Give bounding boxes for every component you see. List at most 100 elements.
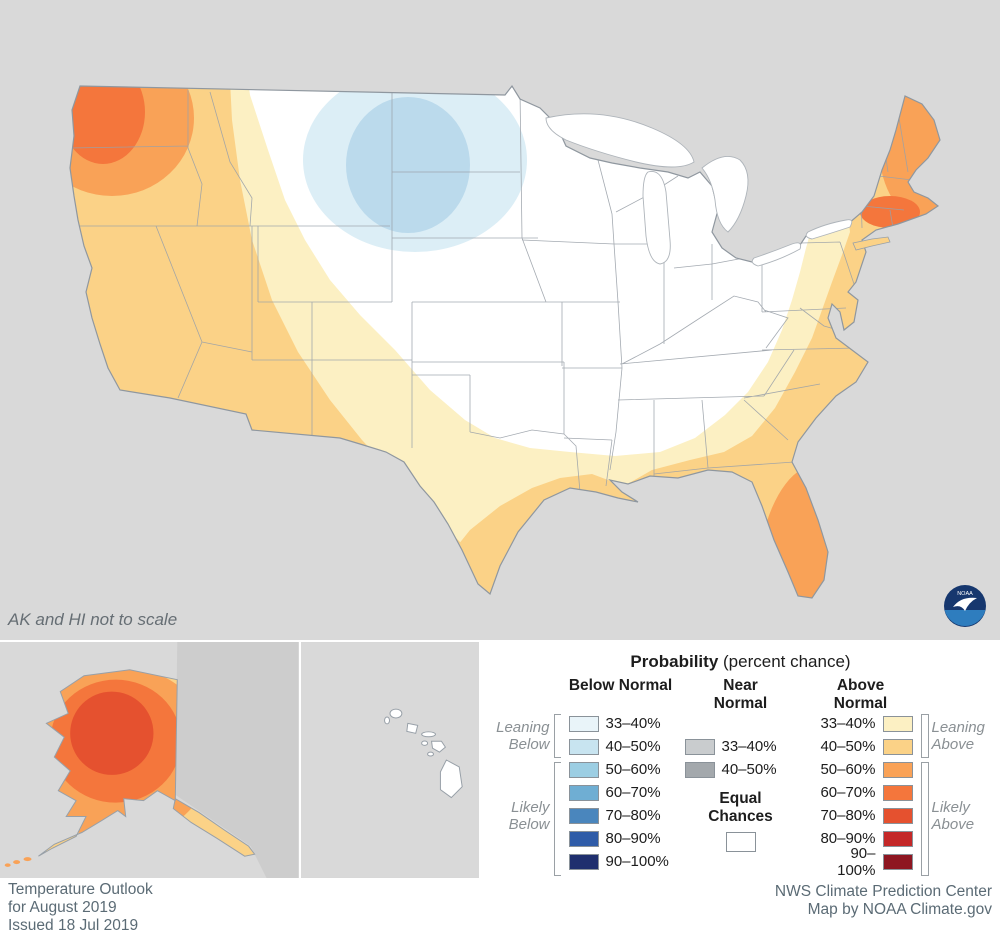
legend-row: 80–90% bbox=[568, 828, 673, 849]
footer-credit-block: NWS Climate Prediction Center Map by NOA… bbox=[775, 883, 992, 919]
probability-legend: Probability (percent chance) Leaning Bel… bbox=[481, 642, 1000, 879]
above-40-50-label: 40–50% bbox=[820, 738, 876, 755]
legend-row: 90–100% bbox=[568, 851, 673, 872]
aleutian-islands bbox=[4, 857, 32, 867]
footer-outlook-line: Temperature Outlook bbox=[8, 881, 153, 898]
above-33-40-swatch bbox=[882, 715, 913, 732]
equal-chances-label: Equal Chances bbox=[708, 790, 773, 825]
above-70-80-label: 70–80% bbox=[820, 807, 876, 824]
below-normal-column: Below Normal 33–40% 40–50% 50–60% 60–70%… bbox=[568, 677, 673, 876]
hawaii-inset-svg bbox=[301, 642, 479, 878]
long-island bbox=[852, 236, 891, 251]
below-70-80-swatch bbox=[568, 807, 599, 824]
footer-agency-line: NWS Climate Prediction Center bbox=[774, 883, 992, 900]
below-side-labels: Leaning Below Likely Below bbox=[490, 713, 550, 876]
near-40-50-label: 40–50% bbox=[721, 761, 777, 778]
alaska-inset-map bbox=[0, 642, 299, 878]
legend-columns: Leaning Below Likely Below Below Normal … bbox=[481, 677, 1000, 879]
equal-chances-swatch bbox=[725, 832, 756, 852]
below-60-70-label: 60–70% bbox=[605, 784, 661, 801]
leaning-below-label: Leaning Below bbox=[496, 719, 550, 753]
footer-source-line: Map by NOAA Climate.gov bbox=[807, 901, 992, 918]
below-brackets bbox=[553, 714, 563, 876]
legend-row: 50–60% bbox=[809, 759, 913, 780]
below-normal-header: Below Normal bbox=[568, 677, 673, 694]
noaa-logo-text: NOAA bbox=[957, 591, 973, 597]
legend-row: 33–40% bbox=[568, 713, 673, 734]
legend-row: 90–100% bbox=[809, 845, 913, 879]
footer-issued-line: Issued 18 Jul 2019 bbox=[8, 917, 139, 934]
likely-above-label: Likely Above bbox=[931, 799, 975, 833]
near-normal-header: Near Normal bbox=[713, 677, 768, 712]
hawaii-islands bbox=[384, 708, 463, 799]
below-40-50-label: 40–50% bbox=[605, 738, 661, 755]
leaning-above-bracket bbox=[920, 714, 929, 758]
above-60-70-label: 60–70% bbox=[820, 784, 876, 801]
below-70-80-label: 70–80% bbox=[605, 807, 661, 824]
footer-month-line: for August 2019 bbox=[8, 899, 117, 916]
above-90-100-swatch bbox=[882, 853, 913, 870]
above-brackets bbox=[919, 714, 929, 876]
alaska-outline bbox=[38, 669, 256, 857]
above-50-60-swatch bbox=[882, 761, 913, 778]
alaska-inset-svg bbox=[0, 642, 299, 878]
scale-note: AK and HI not to scale bbox=[8, 610, 178, 629]
above-70-80-swatch bbox=[882, 807, 913, 824]
above-normal-header: Above Normal bbox=[833, 677, 888, 712]
canada-landmass bbox=[175, 642, 299, 878]
above-90-100-label: 90–100% bbox=[837, 844, 876, 879]
below-33-40-label: 33–40% bbox=[605, 715, 661, 732]
below-50-60-swatch bbox=[568, 761, 599, 778]
above-33-40-label: 33–40% bbox=[820, 715, 876, 732]
footer: Temperature Outlook for August 2019 Issu… bbox=[0, 878, 1000, 938]
great-lakes bbox=[545, 113, 853, 267]
legend-row: 70–80% bbox=[809, 805, 913, 826]
legend-title-bold: Probability bbox=[630, 652, 719, 671]
legend-row: 60–70% bbox=[568, 782, 673, 803]
below-90-100-label: 90–100% bbox=[605, 853, 669, 870]
legend-title-rest: (percent chance) bbox=[718, 652, 851, 671]
legend-row: 40–50% bbox=[568, 736, 673, 757]
legend-row: 70–80% bbox=[568, 805, 673, 826]
below-90-100-swatch bbox=[568, 853, 599, 870]
likely-below-bracket bbox=[553, 762, 561, 876]
above-normal-column: Above Normal 33–40% 40–50% 50–60% 60–70%… bbox=[809, 677, 913, 879]
below-50-60-label: 50–60% bbox=[605, 761, 661, 778]
likely-below-label: Likely Below bbox=[508, 799, 550, 833]
near-33-40-swatch bbox=[684, 738, 715, 755]
near-40-50-swatch bbox=[684, 761, 715, 778]
near-33-40-label: 33–40% bbox=[721, 738, 777, 755]
below-80-90-swatch bbox=[568, 830, 599, 847]
above-80-90-swatch bbox=[882, 830, 913, 847]
noaa-logo-svg: NOAA bbox=[944, 585, 986, 627]
conus-map: AK and HI not to scale NOAA bbox=[8, 84, 987, 629]
above-60-70-swatch bbox=[882, 784, 913, 801]
footer-title-block: Temperature Outlook for August 2019 Issu… bbox=[8, 881, 153, 935]
hawaii-inset-map bbox=[301, 642, 479, 878]
noaa-logo: NOAA bbox=[943, 584, 987, 628]
above-40-50-swatch bbox=[882, 738, 913, 755]
below-40-50-swatch bbox=[568, 738, 599, 755]
equal-chances-block: Equal Chances bbox=[685, 790, 797, 852]
noaa-logo-wave bbox=[944, 610, 986, 627]
legend-row: 50–60% bbox=[568, 759, 673, 780]
below-33-40-swatch bbox=[568, 715, 599, 732]
leaning-above-label: Leaning Above bbox=[931, 719, 985, 753]
leaning-below-bracket bbox=[553, 714, 561, 758]
above-50-60-label: 50–60% bbox=[820, 761, 876, 778]
likely-above-bracket bbox=[920, 762, 929, 876]
legend-title: Probability (percent chance) bbox=[481, 652, 1000, 672]
below-60-70-swatch bbox=[568, 784, 599, 801]
legend-row: 33–40% bbox=[809, 713, 913, 734]
legend-row: 80–90% bbox=[809, 828, 913, 849]
conus-map-svg bbox=[69, 84, 941, 599]
above-side-labels: Leaning Above Likely Above bbox=[932, 713, 992, 876]
below-80-90-label: 80–90% bbox=[605, 830, 661, 847]
legend-row: 33–40% bbox=[684, 736, 797, 757]
above-80-90-label: 80–90% bbox=[820, 830, 876, 847]
noaa-logo-bird-icon bbox=[953, 597, 977, 611]
legend-row: 40–50% bbox=[684, 759, 797, 780]
near-normal-column: Near Normal 33–40% 40–50% Equal Chances bbox=[684, 677, 797, 876]
inset-row: Probability (percent chance) Leaning Bel… bbox=[0, 640, 1000, 879]
